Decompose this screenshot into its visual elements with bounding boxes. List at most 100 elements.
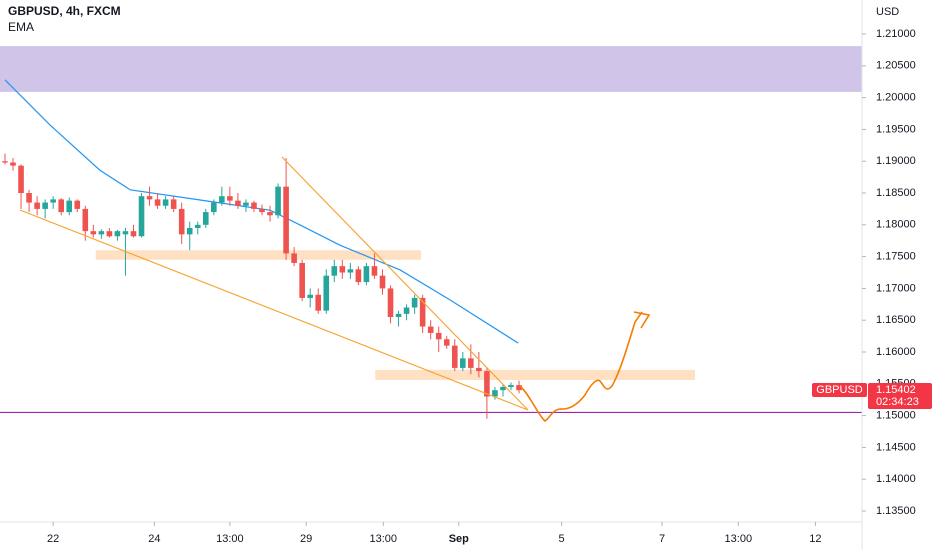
candle-body: [186, 227, 193, 235]
candle-body: [114, 231, 121, 237]
candle-body: [66, 200, 73, 213]
candle-body: [138, 196, 145, 237]
candle-body: [460, 358, 466, 368]
candle-body: [275, 186, 281, 216]
x-tick-label: 13:00: [725, 533, 753, 545]
x-tick-label: 12: [809, 533, 821, 545]
candle-body: [259, 208, 265, 213]
candle-body: [219, 196, 225, 203]
candle-body: [267, 212, 273, 216]
candle-body: [484, 371, 490, 397]
candle-body: [283, 186, 289, 254]
candle-body: [315, 294, 322, 311]
candle-body: [162, 199, 169, 206]
chart-title: GBPUSD, 4h, FXCM: [8, 4, 121, 18]
candle-body: [122, 231, 129, 235]
candle-body: [235, 200, 241, 206]
candle-body: [443, 339, 450, 346]
candle-body: [339, 266, 346, 273]
price-tag-bg: [868, 383, 932, 410]
x-tick-label: 5: [559, 533, 565, 545]
zone: [0, 46, 862, 92]
candle-body: [170, 199, 177, 209]
y-tick-label: 1.19000: [876, 155, 916, 167]
symbol-tag-bg: [812, 383, 867, 398]
y-tick-label: 1.14000: [876, 473, 916, 485]
y-tick-label: 1.20000: [876, 92, 916, 104]
candle-body: [211, 202, 217, 213]
candle-body: [355, 269, 362, 283]
candle-body: [468, 358, 474, 368]
y-tick-label: 1.14500: [876, 441, 916, 453]
candle-body: [451, 345, 458, 368]
candle-body: [419, 297, 426, 327]
candle-body: [243, 202, 249, 206]
y-tick-label: 1.17000: [876, 282, 916, 294]
candle-body: [331, 266, 338, 276]
indicator-label: EMA: [8, 20, 34, 34]
candle-body: [2, 161, 8, 163]
y-tick-label: 1.13500: [876, 505, 916, 517]
candle-body: [130, 231, 137, 237]
candle-body: [307, 294, 313, 298]
candle-body: [379, 275, 386, 289]
x-tick-label: Sep: [449, 533, 469, 545]
currency-label: USD: [876, 6, 899, 18]
candle-body: [106, 231, 113, 237]
candle-body: [58, 199, 65, 213]
candle-body: [26, 193, 32, 203]
forecast-path: [519, 311, 643, 422]
x-tick-label: 13:00: [216, 533, 244, 545]
candle-body: [291, 253, 297, 263]
candle-body: [50, 199, 56, 203]
y-tick-label: 1.18500: [876, 187, 916, 199]
candle-body: [42, 202, 48, 209]
y-tick-label: 1.18000: [876, 219, 916, 231]
candle-body: [427, 326, 434, 333]
countdown: 02:34:23: [876, 396, 919, 408]
candle-body: [90, 231, 97, 235]
candle-body: [146, 196, 153, 200]
candle-body: [363, 266, 370, 283]
candle-body: [82, 208, 89, 232]
y-tick-label: 1.19500: [876, 123, 916, 135]
y-tick-label: 1.20500: [876, 60, 916, 72]
wedge-trendlines: [19, 156, 529, 411]
candle-body: [251, 202, 257, 209]
y-tick-label: 1.15000: [876, 410, 916, 422]
candle-body: [476, 367, 482, 372]
candle-body: [371, 266, 378, 276]
candle-body: [323, 275, 330, 311]
y-tick-label: 1.16500: [876, 314, 916, 326]
candle-body: [10, 162, 16, 166]
candle-body: [299, 262, 305, 298]
candle-body: [154, 199, 161, 206]
y-tick-label: 1.21000: [876, 28, 916, 40]
candle-body: [508, 385, 514, 387]
x-tick-label: 13:00: [370, 533, 398, 545]
candle-body: [202, 212, 209, 225]
symbol-tag: GBPUSD: [816, 384, 863, 396]
zone: [95, 250, 422, 260]
candle-body: [395, 313, 402, 318]
zone: [375, 369, 695, 380]
candle-body: [74, 200, 81, 209]
candle-body: [411, 297, 418, 308]
candle-body: [500, 386, 506, 391]
plot-area: [0, 46, 862, 419]
x-tick-label: 22: [47, 533, 59, 545]
candle-body: [387, 288, 394, 318]
y-tick-label: 1.17500: [876, 251, 916, 263]
candle-body: [227, 196, 233, 201]
candle-body: [492, 390, 498, 397]
candle-body: [98, 231, 105, 235]
candle-body: [194, 224, 201, 228]
candle-body: [18, 165, 24, 194]
x-tick-label: 29: [300, 533, 312, 545]
candle-body: [403, 307, 410, 314]
y-tick-label: 1.16000: [876, 346, 916, 358]
candle-body: [516, 385, 522, 391]
candle-body: [347, 269, 354, 273]
forecast-arrowhead: [633, 311, 651, 329]
